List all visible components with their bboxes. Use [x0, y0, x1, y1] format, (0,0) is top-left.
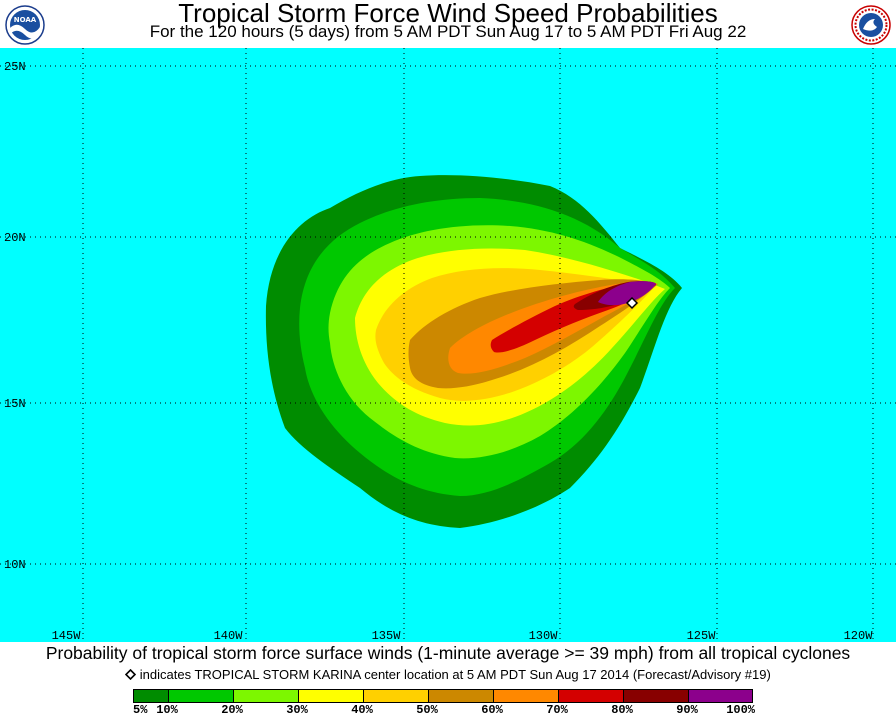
legend-tick-label: 10% [156, 703, 178, 717]
lon-label-145w: 145W [52, 629, 82, 642]
lon-label-125w: 125W [687, 629, 717, 642]
legend-swatch [558, 690, 623, 702]
lon-label-140w: 140W [214, 629, 244, 642]
map-caption: Probability of tropical storm force surf… [45, 643, 851, 663]
legend-swatch [623, 690, 688, 702]
lon-label-135w: 135W [372, 629, 402, 642]
legend-swatch [134, 690, 168, 702]
page-subtitle: For the 120 hours (5 days) from 5 AM PDT… [149, 22, 747, 41]
legend-swatch [168, 690, 233, 702]
legend-swatch [298, 690, 363, 702]
svg-text:NOAA: NOAA [14, 16, 37, 24]
legend-tick-label: 30% [286, 703, 308, 717]
legend-tick-label: 40% [351, 703, 373, 717]
lat-label-25n: 25N [4, 60, 26, 74]
nws-logo [851, 5, 891, 45]
storm-center-diamond-icon [625, 296, 639, 310]
legend-tick-label: 60% [481, 703, 503, 717]
lon-label-120w: 120W [844, 629, 874, 642]
diamond-marker-icon [125, 668, 137, 681]
legend-tick-label: 100% [726, 703, 755, 717]
contour-90pct [598, 281, 656, 306]
legend-tick-label: 70% [546, 703, 568, 717]
page-title: Tropical Storm Force Wind Speed Probabil… [178, 0, 718, 28]
legend-swatch [233, 690, 298, 702]
map-subcaption: indicates TROPICAL STORM KARINA center l… [0, 667, 896, 683]
storm-center-note: indicates TROPICAL STORM KARINA center l… [139, 667, 771, 682]
lat-label-15n: 15N [4, 397, 26, 411]
legend-color-bar [133, 689, 753, 703]
lat-label-10n: 10N [4, 558, 26, 572]
probability-map: 25N 20N 15N 10N 145W 140W 135W 130W 125W… [0, 48, 896, 642]
legend-tick-label: 80% [611, 703, 633, 717]
probability-legend: 5% 10% 20% 30% 40% 50% 60% 70% 80% 90% 100% [0, 689, 896, 717]
lon-gridlines [82, 48, 874, 642]
lat-label-20n: 20N [4, 231, 26, 245]
legend-swatch [428, 690, 493, 702]
legend-tick-label: 20% [221, 703, 243, 717]
legend-tick-label: 5% [133, 703, 148, 717]
legend-swatch [363, 690, 428, 702]
legend-swatch [688, 690, 752, 702]
legend-swatch [493, 690, 558, 702]
legend-tick-label: 90% [676, 703, 698, 717]
lon-label-130w: 130W [529, 629, 559, 642]
noaa-logo: NOAA [5, 5, 45, 45]
legend-tick-label: 50% [416, 703, 438, 717]
